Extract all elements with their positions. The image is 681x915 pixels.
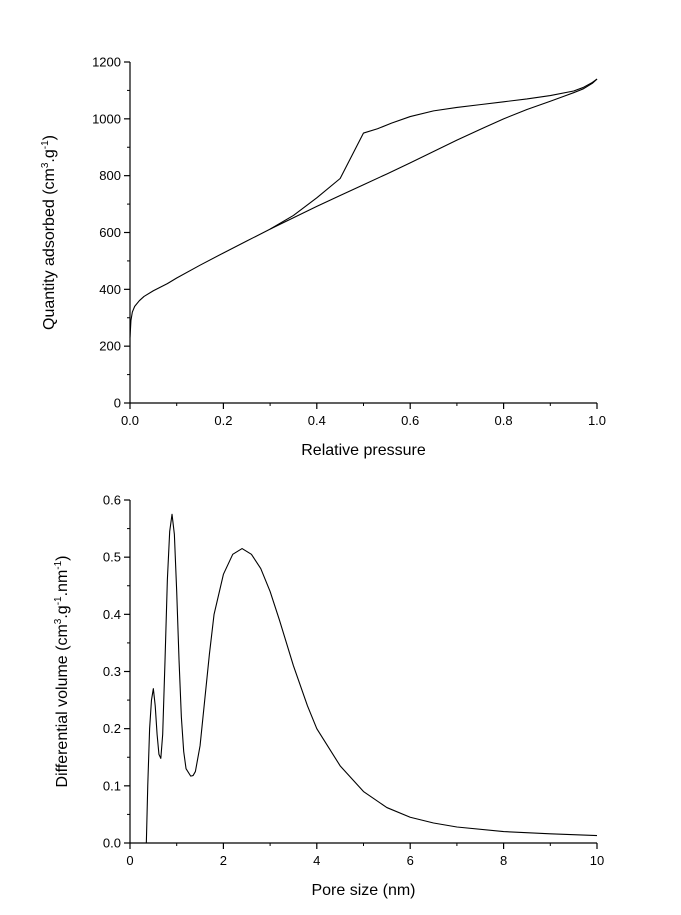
x-tick-label: 4 bbox=[313, 853, 320, 868]
y-tick-label: 0.3 bbox=[103, 664, 121, 679]
x-tick-label: 0.4 bbox=[308, 413, 326, 428]
x-tick-label: 6 bbox=[407, 853, 414, 868]
y-axis-label: Differential volume (cm3.g-1.nm-1) bbox=[53, 555, 71, 787]
x-axis-label: Relative pressure bbox=[301, 442, 426, 459]
y-tick-label: 1000 bbox=[92, 111, 121, 126]
x-tick-label: 0.8 bbox=[495, 413, 513, 428]
x-tick-label: 0.6 bbox=[401, 413, 419, 428]
x-tick-label: 10 bbox=[590, 853, 604, 868]
y-tick-label: 1200 bbox=[92, 55, 121, 70]
adsorption-curve bbox=[129, 78, 598, 338]
y-tick-label: 0.4 bbox=[103, 607, 121, 622]
y-tick-label: 200 bbox=[99, 339, 121, 354]
x-axis-label: Pore size (nm) bbox=[311, 882, 415, 899]
y-tick-label: 0.6 bbox=[103, 493, 121, 508]
y-axis-label: Quantity adsorbed (cm3.g-1) bbox=[40, 135, 58, 330]
y-tick-label: 0.2 bbox=[103, 721, 121, 736]
y-tick-label: 0.1 bbox=[103, 778, 121, 793]
pore-size-distribution-chart: 0 2 4 6 8 10 0.0 0.1 0.2 0.3 0.4 0.5 0.6 Pore size (n… bbox=[53, 493, 604, 900]
y-tick-label: 0.0 bbox=[103, 836, 121, 851]
y-tick-label: 0 bbox=[114, 396, 121, 411]
x-tick-label: 0.0 bbox=[121, 413, 139, 428]
x-tick-label: 1.0 bbox=[588, 413, 606, 428]
x-tick-label: 2 bbox=[220, 853, 227, 868]
x-tick-label: 8 bbox=[500, 853, 507, 868]
x-tick-label: 0.2 bbox=[214, 413, 232, 428]
x-tick-label: 0 bbox=[126, 853, 133, 868]
y-tick-label: 400 bbox=[99, 282, 121, 297]
y-tick-label: 0.5 bbox=[103, 550, 121, 565]
y-tick-label: 600 bbox=[99, 225, 121, 240]
y-tick-label: 800 bbox=[99, 168, 121, 183]
distribution-curve bbox=[145, 513, 598, 844]
isotherm-chart: 0.0 0.2 0.4 0.6 0.8 1.0 0 200 400 600 800 1000 1200 R… bbox=[40, 55, 606, 460]
desorption-curve bbox=[269, 78, 598, 230]
